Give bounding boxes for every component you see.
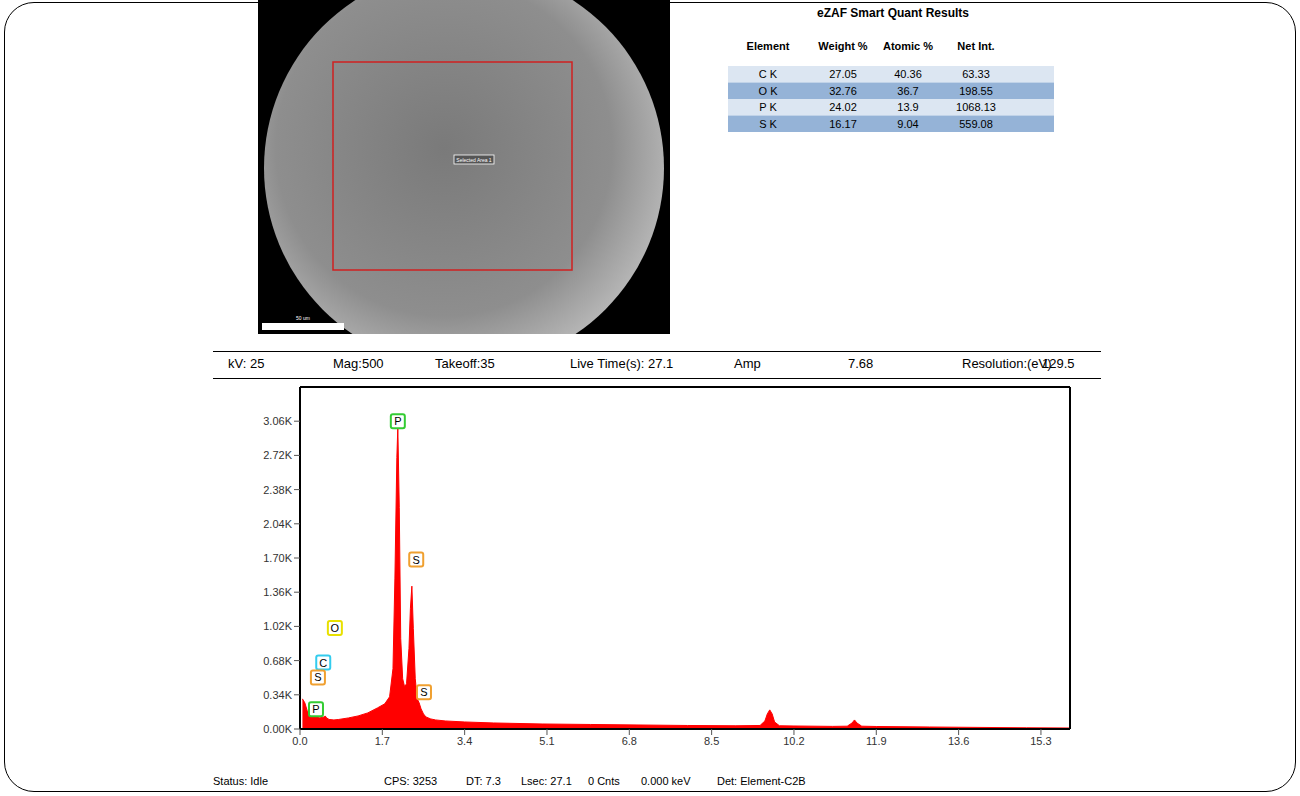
svg-text:13.6: 13.6 [948,735,969,747]
svg-text:S K: S K [759,118,777,130]
svg-text:2.72K: 2.72K [263,449,292,461]
html-text:kV: 25: kV: 25 [228,356,265,371]
svg-text:50 um: 50 um [296,315,310,321]
svg-text:Weight %: Weight % [818,40,868,52]
html-text:0 Cnts: 0 Cnts [588,775,620,787]
svg-text:6.8: 6.8 [622,735,637,747]
svg-text:13.9: 13.9 [897,101,918,113]
svg-text:559.08: 559.08 [959,118,993,130]
svg-text:11.9: 11.9 [866,735,887,747]
html-text:eZAF Smart Quant Results: eZAF Smart Quant Results [817,6,969,20]
svg-text:27.05: 27.05 [829,68,857,80]
svg-text:1.7: 1.7 [375,735,390,747]
html-text:Status: Idle: Status: Idle [213,775,268,787]
svg-text:36.7: 36.7 [897,85,918,97]
html-text:Det: Element-C2B: Det: Element-C2B [717,775,806,787]
svg-text:C K: C K [759,68,778,80]
svg-text:P: P [312,703,319,715]
svg-text:63.33: 63.33 [962,68,990,80]
svg-text:P K: P K [759,101,777,113]
svg-text:1.36K: 1.36K [263,586,292,598]
svg-text:3.4: 3.4 [457,735,472,747]
svg-text:0.00K: 0.00K [263,723,292,735]
svg-text:Net Int.: Net Int. [957,40,994,52]
svg-text:P: P [394,415,401,427]
html-text:Resolution:(eV): Resolution:(eV) [962,356,1052,371]
svg-text:S: S [314,671,321,683]
html-text:Lsec: 27.1: Lsec: 27.1 [521,775,572,787]
svg-text:9.04: 9.04 [897,118,918,130]
svg-text:Selected Area 1: Selected Area 1 [456,157,492,163]
html-text:Amp: Amp [734,356,761,371]
svg-text:5.1: 5.1 [539,735,554,747]
svg-text:15.3: 15.3 [1030,735,1051,747]
svg-text:2.38K: 2.38K [263,484,292,496]
svg-text:Element: Element [747,40,790,52]
svg-text:Atomic %: Atomic % [883,40,933,52]
svg-text:40.36: 40.36 [894,68,922,80]
html-text:7.68: 7.68 [848,356,874,371]
svg-text:3.06K: 3.06K [263,415,292,427]
svg-text:S: S [413,554,420,566]
html-text:0.000 keV: 0.000 keV [641,775,691,787]
svg-text:O: O [331,622,340,634]
svg-text:8.5: 8.5 [704,735,719,747]
html-text:DT: 7.3: DT: 7.3 [466,775,501,787]
svg-text:C: C [319,657,327,669]
html-text:Mag:500: Mag:500 [333,356,384,371]
svg-text:10.2: 10.2 [783,735,804,747]
html-text:CPS: 3253: CPS: 3253 [384,775,438,787]
svg-text:1068.13: 1068.13 [956,101,996,113]
svg-text:32.76: 32.76 [829,85,857,97]
svg-text:O K: O K [759,85,779,97]
svg-text:1.02K: 1.02K [263,620,292,632]
html-text:129.5: 129.5 [1042,356,1075,371]
svg-text:0.0: 0.0 [292,735,307,747]
svg-text:0.34K: 0.34K [263,689,292,701]
svg-text:S: S [420,686,427,698]
html-text:Takeoff:35: Takeoff:35 [435,356,495,371]
svg-text:0.68K: 0.68K [263,655,292,667]
svg-text:24.02: 24.02 [829,101,857,113]
svg-text:198.55: 198.55 [959,85,993,97]
svg-text:16.17: 16.17 [829,118,857,130]
svg-text:1.70K: 1.70K [263,552,292,564]
html-text:Live Time(s): 27.1: Live Time(s): 27.1 [570,356,674,371]
svg-text:2.04K: 2.04K [263,518,292,530]
